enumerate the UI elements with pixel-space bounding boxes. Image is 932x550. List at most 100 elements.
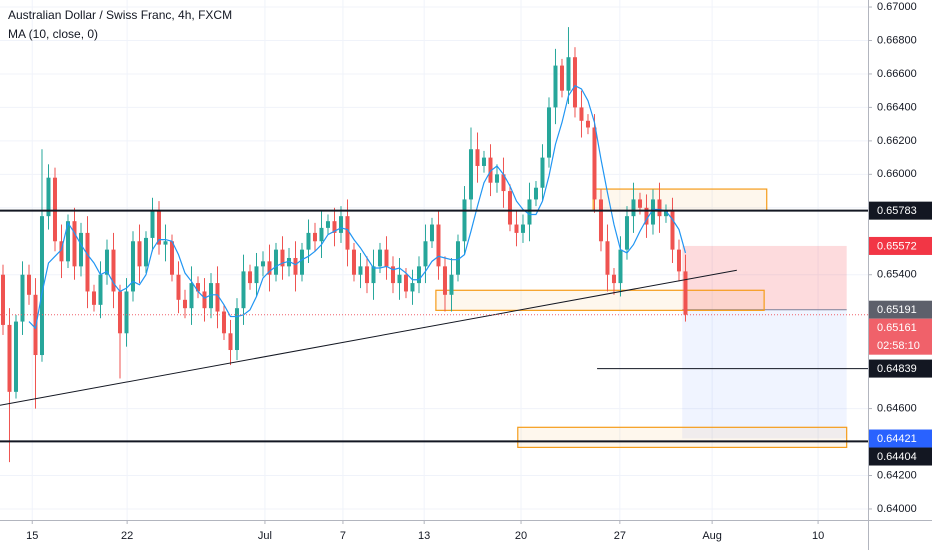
candle-body: [351, 249, 356, 275]
candle-body: [182, 299, 187, 309]
candle-body: [559, 65, 564, 91]
zone-rectangle: [517, 426, 848, 448]
candle-body: [39, 216, 44, 356]
candle-body: [20, 274, 25, 322]
candle-body: [410, 283, 415, 292]
y-tick-label: 0.67000: [877, 1, 917, 13]
y-tick-label: 0.66800: [877, 34, 917, 46]
candle-body: [572, 57, 577, 108]
candle-body: [98, 274, 103, 305]
candle-body: [221, 311, 226, 334]
candles: [0, 27, 688, 463]
candle-body: [683, 271, 688, 315]
candle-body: [468, 149, 473, 200]
candle-body: [514, 224, 519, 233]
candle-body: [371, 266, 376, 284]
x-tick-label: 15: [26, 530, 38, 542]
candle-body: [91, 291, 96, 305]
y-tick-label: 0.66600: [877, 68, 917, 80]
candle-body: [332, 221, 337, 233]
candle-body: [644, 207, 649, 225]
candle-body: [423, 241, 428, 267]
candle-body: [384, 249, 389, 267]
candle-body: [176, 274, 181, 300]
candle-body: [657, 199, 662, 217]
price-badge: [869, 201, 932, 220]
price-badge-label: 0.65783: [877, 205, 917, 217]
candle-body: [306, 232, 311, 250]
indicator-legend: MA (10, close, 0): [8, 27, 98, 41]
price-badge: [869, 236, 932, 255]
candle-body: [397, 274, 402, 284]
candle-body: [59, 241, 64, 262]
price-badge: [869, 318, 932, 355]
candle-body: [46, 177, 51, 217]
candle-body: [442, 266, 447, 295]
candle-body: [208, 283, 213, 309]
x-tick-label: 27: [614, 530, 626, 542]
candle-body: [585, 120, 590, 128]
candle-body: [436, 224, 441, 267]
candle-body: [52, 177, 57, 242]
price-badge: [869, 359, 932, 378]
candle-body: [618, 249, 623, 284]
candle-body: [124, 291, 129, 334]
chart-title: Australian Dollar / Swiss Franc, 4h, FXC…: [8, 8, 232, 22]
candle-body: [65, 221, 70, 262]
candle-body: [189, 283, 194, 309]
candle-body: [325, 221, 330, 228]
price-badge-label: 0.64404: [877, 451, 917, 463]
candle-body: [78, 232, 83, 267]
y-tick-label: 0.66200: [877, 135, 917, 147]
candle-body: [247, 271, 252, 284]
candle-body: [566, 57, 571, 91]
candle-body: [579, 107, 584, 121]
price-badge-label: 0.64839: [877, 363, 917, 375]
candle-body: [7, 324, 12, 392]
candle-body: [481, 157, 486, 166]
price-badge: [869, 447, 932, 466]
price-badge-label: 0.65572: [877, 240, 917, 252]
candle-body: [605, 241, 610, 275]
candle-body: [501, 174, 506, 192]
candle-body: [507, 191, 512, 225]
candle-body: [475, 149, 480, 166]
candle-body: [137, 241, 142, 267]
candle-body: [533, 187, 538, 200]
drawings: [435, 188, 848, 448]
candle-body: [143, 237, 148, 267]
candle-body: [286, 257, 291, 267]
x-tick-label: 20: [515, 530, 527, 542]
zone-rectangle: [592, 188, 768, 212]
candle-body: [130, 241, 135, 292]
candle-body: [312, 232, 317, 242]
candle-body: [592, 127, 597, 200]
candle-body: [540, 157, 545, 188]
price-badge-label: 0.65191: [877, 304, 917, 316]
candle-body: [163, 241, 168, 245]
candle-body: [527, 199, 532, 225]
candle-body: [403, 274, 408, 292]
y-tick-label: 0.66000: [877, 168, 917, 180]
x-tick-label: Aug: [702, 530, 722, 542]
candle-body: [104, 249, 109, 275]
candle-body: [637, 199, 642, 208]
candle-body: [416, 266, 421, 284]
price-badge: [869, 300, 932, 319]
y-tick-label: 0.66400: [877, 101, 917, 113]
x-tick-label: 13: [418, 530, 430, 542]
trend-line: [0, 269, 737, 406]
candle-body: [0, 274, 5, 325]
candle-body: [462, 199, 467, 242]
candle-body: [650, 199, 655, 225]
candle-body: [273, 249, 278, 275]
price-badge: [869, 429, 932, 448]
candle-body: [228, 333, 233, 351]
candle-body: [546, 107, 551, 158]
candle-body: [358, 266, 363, 275]
candle-body: [260, 261, 265, 267]
y-tick-label: 0.64000: [877, 503, 917, 515]
candle-body: [150, 211, 155, 238]
candle-body: [234, 308, 239, 351]
